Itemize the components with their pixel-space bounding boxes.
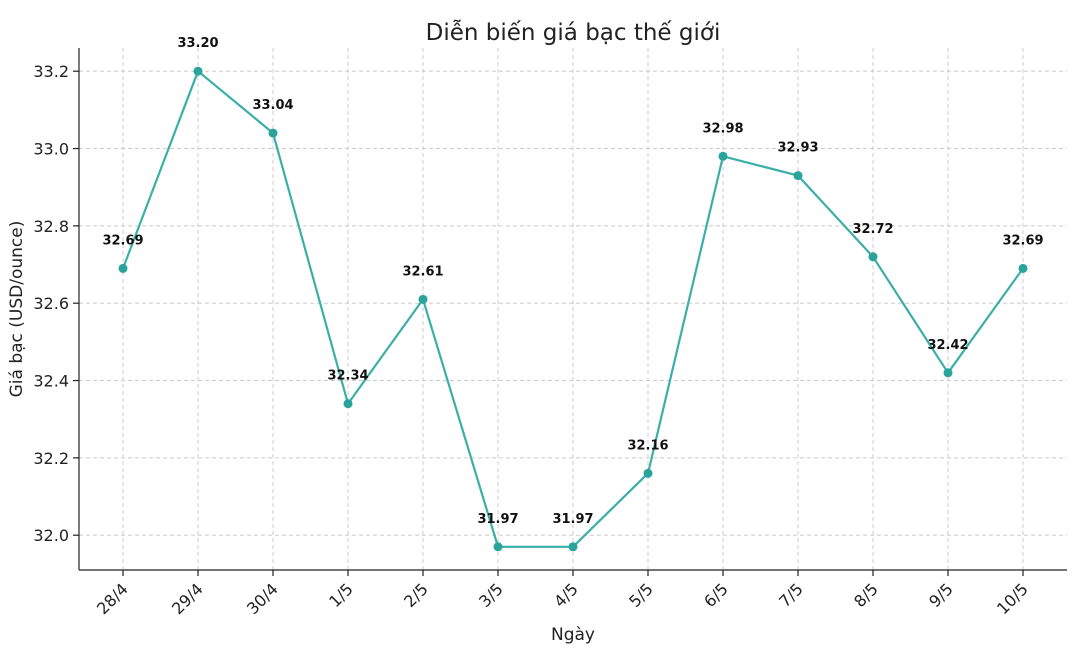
data-labels: 32.69 33.20 33.04 32.34 32.61 31.97 31.97 32.16… (102, 36, 1043, 527)
series (118, 66, 1028, 552)
x-ticks: 28/4 29/4 30/4 1/5 2/5 3/5 4/5 5/5 6/5 7/5 8/5 9/5 1… (93, 570, 1032, 618)
y-ticks: 32.0 32.2 32.4 32.6 32.8 33.0 33.2 (33, 62, 79, 545)
data-label: 31.97 (552, 512, 593, 527)
x-tick-label: 5/5 (625, 579, 657, 611)
data-point (418, 294, 428, 304)
data-point (343, 399, 353, 409)
y-tick-label: 32.2 (33, 449, 69, 468)
x-tick-label: 3/5 (475, 579, 507, 611)
y-tick-label: 32.6 (33, 294, 69, 313)
y-tick-label: 33.2 (33, 62, 69, 81)
y-tick-label: 32.0 (33, 526, 69, 545)
data-point (493, 542, 503, 552)
data-label: 33.04 (252, 98, 293, 113)
data-label: 32.34 (327, 369, 368, 384)
data-point (718, 151, 728, 161)
data-label: 33.20 (177, 36, 218, 51)
data-label: 32.42 (927, 338, 968, 353)
x-tick-label: 9/5 (925, 579, 957, 611)
x-tick-label: 7/5 (775, 579, 807, 611)
data-point (868, 252, 878, 262)
x-tick-label: 6/5 (700, 579, 732, 611)
grid (79, 48, 1067, 570)
x-tick-label: 29/4 (168, 579, 207, 618)
x-tick-label: 10/5 (993, 579, 1032, 618)
y-tick-label: 32.4 (33, 372, 69, 391)
y-tick-label: 32.8 (33, 217, 69, 236)
y-tick-label: 33.0 (33, 140, 69, 159)
data-point (793, 171, 803, 181)
data-point (643, 468, 653, 478)
data-label: 31.97 (477, 512, 518, 527)
y-axis-label: Giá bạc (USD/ounce) (7, 221, 27, 398)
data-label: 32.16 (627, 438, 668, 453)
x-tick-label: 2/5 (400, 579, 432, 611)
x-tick-label: 4/5 (550, 579, 582, 611)
data-point (268, 128, 278, 138)
data-point (193, 66, 203, 76)
data-point (118, 263, 128, 273)
data-label: 32.93 (777, 141, 818, 156)
data-label: 32.69 (102, 233, 143, 248)
x-tick-label: 30/4 (243, 579, 282, 618)
chart-title: Diễn biến giá bạc thế giới (426, 18, 721, 46)
data-label: 32.72 (852, 222, 893, 237)
data-label: 32.98 (702, 121, 743, 136)
data-point (1018, 263, 1028, 273)
data-point (568, 542, 578, 552)
x-tick-label: 28/4 (93, 579, 132, 618)
x-axis-label: Ngày (551, 625, 595, 645)
x-tick-label: 8/5 (850, 579, 882, 611)
data-point (943, 368, 953, 378)
x-tick-label: 1/5 (325, 579, 357, 611)
data-label: 32.69 (1002, 233, 1043, 248)
data-label: 32.61 (402, 264, 443, 279)
